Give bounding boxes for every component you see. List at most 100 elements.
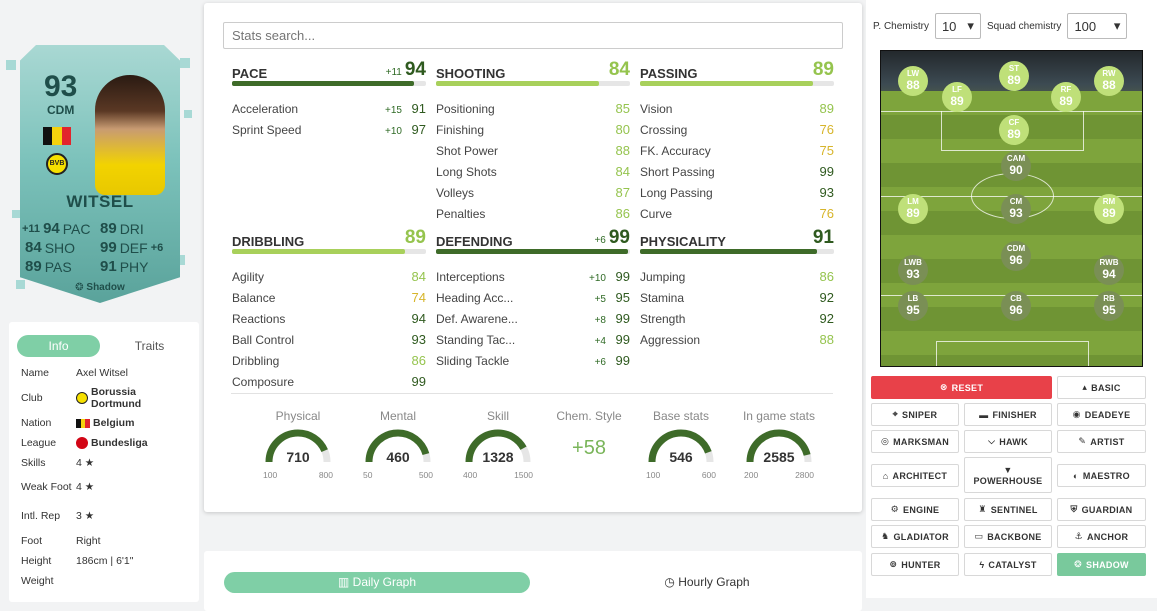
style-maestro-button[interactable]: ◐ MAESTRO [1057, 464, 1146, 487]
league-icon [76, 437, 88, 449]
attr-row: Interceptions +10 99 [436, 269, 630, 284]
gladiator-icon: ♞ [881, 531, 890, 541]
chevron-down-icon: ▾ [967, 18, 974, 33]
nation-flag-icon [76, 418, 91, 428]
hunter-icon: ⊚ [889, 559, 898, 569]
finisher-icon: ▬ [979, 409, 989, 420]
style-catalyst-button[interactable]: ϟ CATALYST [964, 553, 1052, 576]
stat-block-shooting: SHOOTING 84 Positioning 85 Finishing 80 Sho… [436, 59, 630, 224]
attr-row: Positioning 85 [436, 101, 630, 116]
close-circle-icon: ⊗ [939, 382, 948, 392]
info-row-name: Name Axel Witsel [21, 367, 128, 379]
stats-search-input[interactable] [223, 22, 843, 49]
style-hawk-button[interactable]: ⌵ HAWK [964, 430, 1052, 453]
card-position: CDM [47, 103, 75, 117]
tab-daily-graph[interactable]: ▥ Daily Graph [224, 572, 530, 593]
engine-icon: ⚙ [890, 504, 900, 514]
pitch-player-lb[interactable]: LB 95 [898, 291, 928, 321]
catalyst-icon: ϟ [979, 559, 985, 570]
gauge-physical: Physical 710 100 800 [263, 409, 333, 480]
tab-traits[interactable]: Traits [134, 339, 165, 353]
attr-row: Agility 84 [232, 269, 426, 284]
attr-row: Shot Power 88 [436, 143, 630, 158]
attr-row: FK. Accuracy 75 [640, 143, 834, 158]
style-finisher-button[interactable]: ▬ FINISHER [964, 403, 1052, 426]
style-sentinel-button[interactable]: ♜ SENTINEL [964, 498, 1052, 521]
gauge-skill: Skill 1328 400 1500 [463, 409, 533, 480]
style-powerhouse-button[interactable]: ▼ POWERHOUSE [964, 457, 1052, 493]
style-engine-button[interactable]: ⚙ ENGINE [871, 498, 959, 521]
attr-row: Vision 89 [640, 101, 834, 116]
attr-row: Acceleration +15 91 [232, 101, 426, 116]
shooting-bar [436, 81, 599, 86]
pitch-player-lf[interactable]: LF 89 [942, 82, 972, 112]
pitch-player-lm[interactable]: LM 89 [898, 194, 928, 224]
belgium-flag-icon [43, 127, 71, 145]
passing-bar [640, 81, 813, 86]
gauge-mental: Mental 460 50 500 [363, 409, 433, 480]
chem-style-box: Chem. Style +58 [544, 409, 634, 460]
style-sniper-button[interactable]: ⌖ SNIPER [871, 403, 959, 426]
club-badge-icon: BVB [46, 153, 68, 175]
attr-row: Standing Tac... +4 99 [436, 332, 630, 347]
attr-row: Sliding Tackle +6 99 [436, 353, 630, 368]
basic-icon: ▴ [1082, 382, 1088, 392]
info-row-weak-foot: Weak Foot 4 ★ [21, 481, 95, 493]
pitch-player-rwb[interactable]: RWB 94 [1094, 255, 1124, 285]
pitch-player-st[interactable]: ST 89 [999, 61, 1029, 91]
pitch-player-cm[interactable]: CM 93 [1001, 194, 1031, 224]
attr-row: Strength 92 [640, 311, 834, 326]
pitch-player-cf[interactable]: CF 89 [999, 115, 1029, 145]
style-architect-button[interactable]: ⌂ ARCHITECT [871, 464, 959, 487]
anchor-icon: ⚓ [1074, 531, 1084, 541]
pitch-player-rb[interactable]: RB 95 [1094, 291, 1124, 321]
stat-block-dribbling: DRIBBLING 89 Agility 84 Balance 74 Reaction… [232, 227, 426, 392]
dribbling-bar [232, 249, 405, 254]
attr-row: Finishing 80 [436, 122, 630, 137]
style-shadow-button[interactable]: ❂ SHADOW [1057, 553, 1146, 576]
shadow-icon: ❂ [1074, 559, 1083, 569]
tab-info[interactable]: Info [17, 335, 100, 357]
architect-icon: ⌂ [882, 470, 889, 481]
style-backbone-button[interactable]: ▭ BACKBONE [964, 525, 1052, 548]
style-artist-button[interactable]: ✎ ARTIST [1057, 430, 1146, 453]
player-card-area: 93 CDM BVB WITSEL +11 94 PAC 89 DRI 84 SHO 9… [0, 0, 200, 315]
chemistry-panel: P. Chemistry 10 ▾ Squad chemistry 100 ▾ LW… [866, 0, 1157, 598]
style-gladiator-button[interactable]: ♞ GLADIATOR [871, 525, 959, 548]
style-marksman-button[interactable]: ◎ MARKSMAN [871, 430, 959, 453]
graph-panel: ▥ Daily Graph ◷ Hourly Graph [204, 551, 862, 611]
bar-chart-icon: ▥ [337, 575, 350, 589]
style-deadeye-button[interactable]: ◉ DEADEYE [1057, 403, 1146, 426]
card-stats: +11 94 PAC 89 DRI 84 SHO 99 DEF +6 89 PAS 91 PHY [22, 220, 164, 275]
pitch-player-rm[interactable]: RM 89 [1094, 194, 1124, 224]
pitch-player-lwb[interactable]: LWB 93 [898, 255, 928, 285]
style-hunter-button[interactable]: ⊚ HUNTER [871, 553, 959, 576]
style-basic-button[interactable]: ▴ BASIC [1057, 376, 1146, 399]
style-anchor-button[interactable]: ⚓ ANCHOR [1057, 525, 1146, 548]
p-chemistry-select[interactable]: 10 ▾ [934, 13, 981, 39]
pitch-player-rf[interactable]: RF 89 [1051, 82, 1081, 112]
physicality-bar [640, 249, 817, 254]
chem-style-value: +58 [572, 437, 606, 459]
artist-icon: ✎ [1078, 436, 1087, 446]
p-chemistry-label: P. Chemistry [873, 20, 929, 32]
pitch-player-rw[interactable]: RW 88 [1094, 66, 1124, 96]
attr-row: Ball Control 93 [232, 332, 426, 347]
sentinel-icon: ♜ [978, 504, 987, 514]
tab-hourly-graph[interactable]: ◷ Hourly Graph [664, 575, 750, 589]
info-row-intl-rep: Intl. Rep 3 ★ [21, 510, 95, 522]
marksman-icon: ◎ [880, 436, 890, 446]
reset-button[interactable]: ⊗ RESET [871, 376, 1052, 399]
style-guardian-button[interactable]: ⛨ GUARDIAN [1057, 498, 1146, 521]
attr-row: Curve 76 [640, 206, 834, 221]
pitch-player-lw[interactable]: LW 88 [898, 66, 928, 96]
squad-chemistry-select[interactable]: 100 ▾ [1067, 13, 1128, 39]
pitch-player-cdm[interactable]: CDM 96 [1001, 241, 1031, 271]
pitch-player-cam[interactable]: CAM 90 [1001, 151, 1031, 181]
pitch-player-cb[interactable]: CB 96 [1001, 291, 1031, 321]
clock-icon: ◷ [664, 575, 675, 589]
attr-row: Dribbling 86 [232, 353, 426, 368]
info-row-league: League Bundesliga [21, 437, 148, 449]
divider [231, 393, 833, 394]
